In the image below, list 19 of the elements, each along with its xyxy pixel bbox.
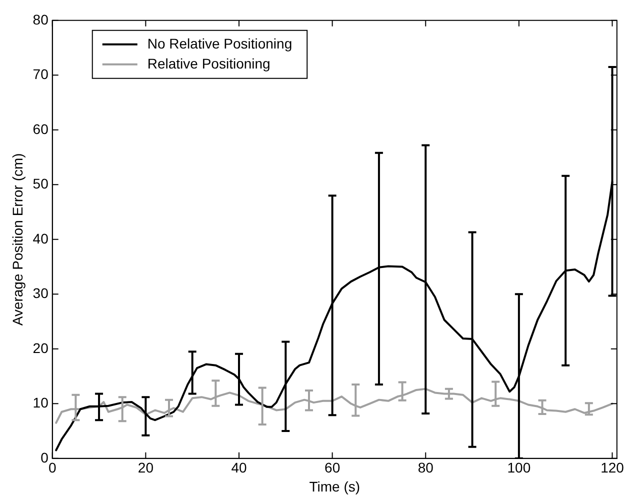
x-axis-title: Time (s) <box>309 478 360 494</box>
x-tick-label: 120 <box>600 460 624 476</box>
y-tick-label: 20 <box>32 340 49 356</box>
legend-label: No Relative Positioning <box>147 35 292 52</box>
x-tick-label: 40 <box>231 460 247 476</box>
y-tick-label: 0 <box>40 449 49 466</box>
x-tick-label: 80 <box>418 460 434 476</box>
y-axis-title: Average Position Error (cm) <box>9 153 26 326</box>
x-tick-label: 100 <box>507 460 531 476</box>
y-tick-label: 30 <box>32 285 49 302</box>
x-tick-label: 60 <box>324 460 340 476</box>
y-tick-label: 40 <box>32 230 49 246</box>
legend-label: Relative Positioning <box>147 55 270 72</box>
y-tick-label: 70 <box>32 66 49 82</box>
y-tick-label: 60 <box>32 120 49 137</box>
y-tick-label: 10 <box>32 394 49 411</box>
y-tick-label: 80 <box>32 11 49 28</box>
x-tick-label: 20 <box>138 460 154 476</box>
y-tick-label: 50 <box>32 176 49 192</box>
